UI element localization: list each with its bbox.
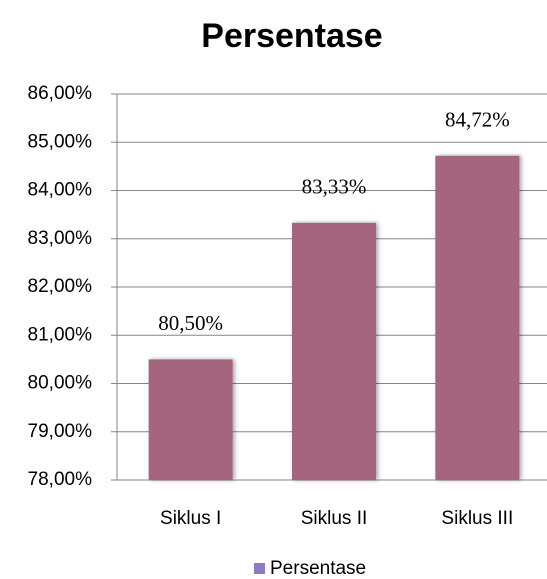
- y-tick-label: 81,00%: [28, 324, 93, 345]
- y-tick-label: 80,00%: [28, 373, 93, 394]
- x-tick-label: Siklus I: [160, 508, 221, 529]
- y-tick-label: 78,00%: [28, 469, 93, 490]
- chart-title: Persentase: [201, 17, 382, 55]
- data-label: 80,50%: [158, 311, 223, 335]
- bar: [435, 155, 520, 480]
- data-label: 83,33%: [302, 175, 367, 199]
- x-tick-label: Siklus III: [441, 508, 513, 529]
- y-tick-label: 79,00%: [28, 421, 93, 442]
- x-tick-label: Siklus II: [301, 508, 368, 529]
- y-tick-label: 83,00%: [28, 228, 93, 249]
- y-tick-label: 86,00%: [28, 83, 93, 104]
- legend-swatch: [254, 563, 265, 574]
- y-tick-label: 82,00%: [28, 276, 93, 297]
- y-tick-label: 85,00%: [28, 131, 93, 152]
- data-label: 84,72%: [445, 108, 510, 132]
- legend-label: Persentase: [270, 558, 366, 579]
- bar: [148, 359, 233, 480]
- bar: [292, 222, 376, 480]
- y-tick-label: 84,00%: [28, 180, 93, 201]
